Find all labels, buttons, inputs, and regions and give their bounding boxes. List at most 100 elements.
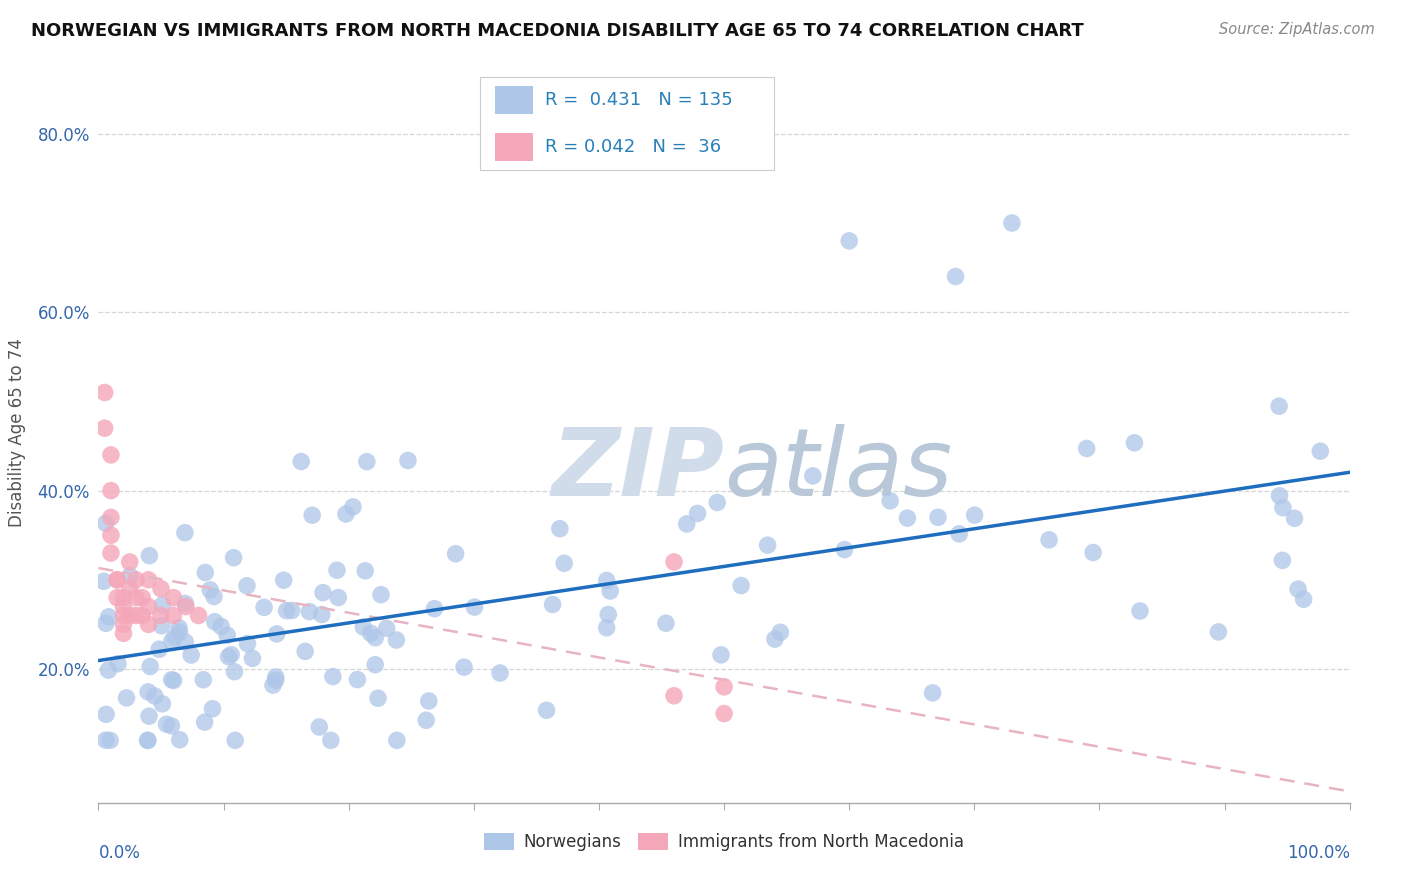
Point	[335, 507, 357, 521]
Point	[174, 525, 197, 540]
Point	[125, 573, 148, 587]
Point	[312, 585, 335, 599]
Point	[218, 649, 240, 664]
Point	[423, 601, 446, 615]
Point	[266, 627, 288, 641]
Point	[236, 637, 259, 651]
Point	[150, 619, 173, 633]
Text: R = 0.042   N =  36: R = 0.042 N = 36	[546, 138, 721, 156]
Point	[356, 455, 378, 469]
Point	[98, 733, 121, 747]
Point	[112, 591, 135, 605]
Point	[253, 600, 276, 615]
Point	[598, 607, 620, 622]
Point	[1268, 399, 1291, 413]
Point	[834, 542, 856, 557]
Point	[138, 599, 160, 614]
Point	[415, 713, 437, 727]
Point	[686, 507, 709, 521]
Point	[180, 648, 202, 662]
Point	[713, 680, 735, 694]
Point	[118, 555, 141, 569]
Point	[155, 717, 177, 731]
Point	[160, 673, 183, 687]
Point	[169, 625, 191, 640]
Point	[94, 733, 117, 747]
Point	[100, 448, 122, 462]
Point	[360, 626, 382, 640]
Point	[94, 707, 117, 722]
Point	[463, 600, 485, 615]
Point	[1038, 533, 1060, 547]
Point	[294, 644, 316, 658]
Point	[105, 591, 128, 605]
Text: 0.0%: 0.0%	[98, 844, 141, 862]
Point	[222, 550, 245, 565]
Point	[319, 733, 342, 747]
Y-axis label: Disability Age 65 to 74: Disability Age 65 to 74	[8, 338, 27, 527]
Point	[167, 621, 190, 635]
Point	[93, 385, 115, 400]
FancyBboxPatch shape	[495, 133, 533, 161]
Point	[367, 691, 389, 706]
Point	[105, 573, 128, 587]
Point	[352, 620, 374, 634]
Point	[385, 632, 408, 647]
Point	[93, 421, 115, 435]
Point	[662, 689, 685, 703]
Point	[138, 573, 160, 587]
Point	[763, 632, 786, 646]
Point	[418, 694, 440, 708]
Point	[364, 631, 387, 645]
Point	[595, 574, 617, 588]
Point	[536, 703, 558, 717]
Point	[162, 673, 184, 688]
Point	[396, 453, 419, 467]
Point	[1284, 511, 1306, 525]
Point	[290, 454, 312, 468]
Point	[311, 607, 333, 622]
Point	[160, 719, 183, 733]
Point	[675, 516, 697, 531]
Point	[1271, 553, 1294, 567]
Point	[1292, 592, 1315, 607]
Point	[370, 588, 392, 602]
Point	[112, 608, 135, 623]
Point	[1208, 624, 1230, 639]
Point	[706, 495, 728, 509]
Point	[262, 678, 284, 692]
Point	[553, 557, 575, 571]
Point	[1268, 489, 1291, 503]
Point	[150, 608, 173, 623]
Point	[118, 568, 141, 582]
Point	[1129, 604, 1152, 618]
Point	[1076, 442, 1098, 456]
Point	[115, 690, 138, 705]
Point	[162, 608, 184, 623]
Point	[342, 500, 364, 514]
Point	[139, 659, 162, 673]
Point	[136, 685, 159, 699]
Point	[112, 617, 135, 632]
Point	[489, 665, 512, 680]
Point	[541, 598, 564, 612]
Point	[169, 732, 191, 747]
Point	[194, 715, 217, 730]
Point	[100, 528, 122, 542]
Text: R =  0.431   N = 135: R = 0.431 N = 135	[546, 91, 733, 109]
Point	[125, 608, 148, 623]
Point	[224, 733, 246, 747]
Point	[945, 269, 967, 284]
Point	[150, 697, 173, 711]
Point	[242, 651, 264, 665]
Point	[174, 635, 197, 649]
Text: atlas: atlas	[724, 424, 952, 516]
Point	[281, 603, 304, 617]
Point	[105, 573, 128, 587]
Point	[202, 590, 225, 604]
Point	[769, 625, 792, 640]
Point	[201, 702, 224, 716]
Point	[97, 610, 120, 624]
Point	[595, 621, 617, 635]
Point	[107, 657, 129, 671]
